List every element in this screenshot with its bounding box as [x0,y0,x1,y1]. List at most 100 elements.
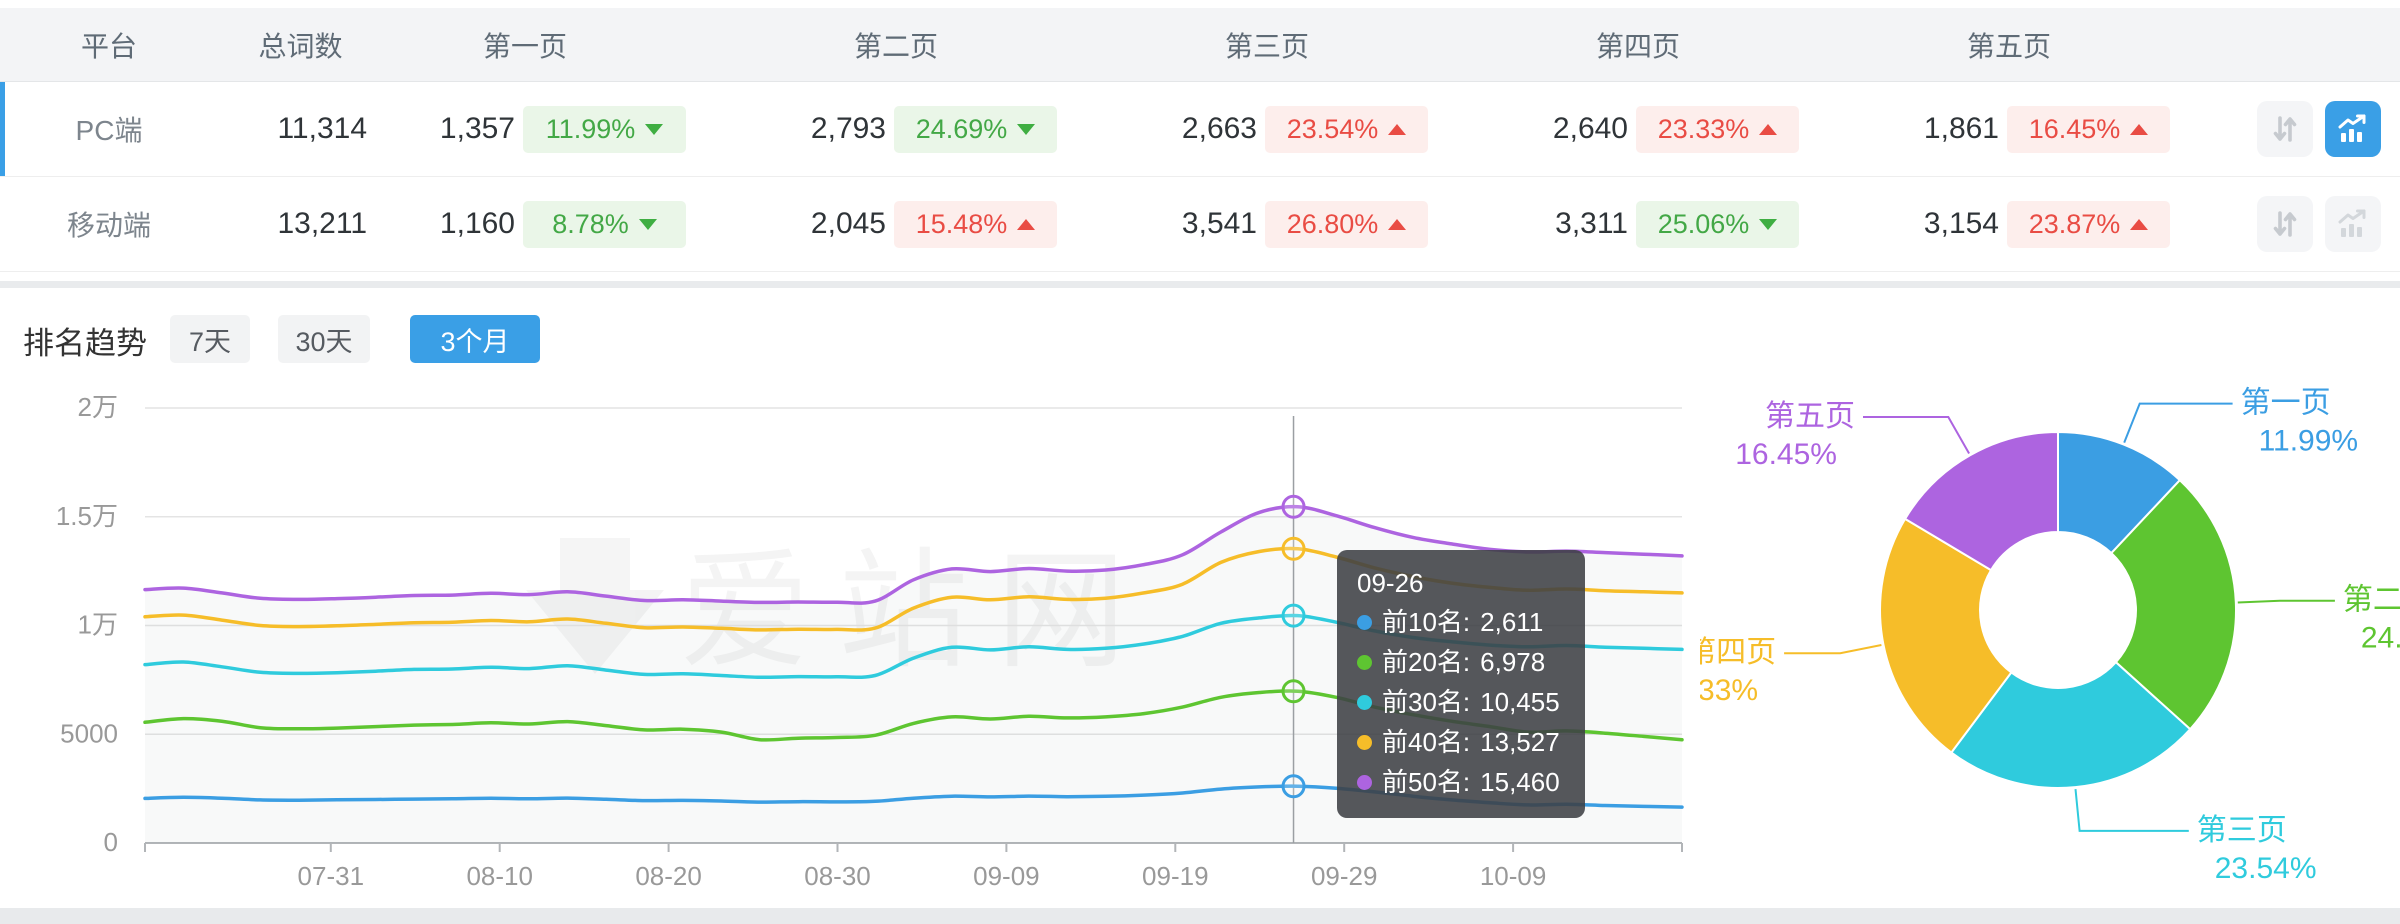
page-count: 3,541 [1181,207,1257,240]
series-dot-icon [1357,734,1372,750]
page-change-badge: 11.99% [523,105,686,153]
sort-button[interactable] [2257,196,2313,252]
tooltip-label: 前30名: [1382,687,1471,717]
trend-chart-button[interactable] [2325,196,2381,252]
hover-marker-2 [1281,603,1306,628]
page5-cell: 1,861 16.45% [1867,105,2238,153]
tooltip-value: 13,527 [1480,727,1560,757]
page-change-pct: 23.54% [1286,113,1379,144]
platform-label: 移动端 [66,210,151,241]
watermark-text: 爱站网 [680,538,1154,684]
page-count: 1,861 [1923,112,1999,145]
donut-slice-percent: 16.45% [1735,438,1837,471]
tooltip-row: 前10名: 2,611 [1357,602,1565,642]
page-change-pct: 16.45% [2028,113,2121,144]
page1-cell: 1,357 11.99% [383,105,754,153]
x-axis-label: 09-19 [1142,861,1209,891]
x-axis-label: 08-10 [466,861,533,891]
y-axis-label: 2万 [78,392,118,422]
donut-slice-percent: 24.69% [2361,622,2400,655]
sort-button[interactable] [2257,101,2313,157]
trend-chart-button[interactable] [2325,101,2381,157]
page-change-badge: 8.78% [523,200,686,248]
donut-slice-0[interactable] [2057,430,2182,555]
table-row-mobile[interactable]: 移动端 13,211 1,160 8.78% 2,045 15.48% 3,54… [0,177,2400,272]
tooltip-label: 前50名: [1382,767,1471,797]
donut-slice-label: 第三页 [2197,814,2287,847]
col-header-page3: 第三页 [1225,30,1310,62]
trend-arrow-icon [1759,218,1778,230]
page-change-pct: 25.06% [1657,208,1750,239]
y-axis-label: 5000 [60,718,118,748]
donut-slice-3[interactable] [1879,517,2013,754]
donut-slice-percent: 23.54% [2215,852,2317,885]
donut-slice-label: 第二页 [2343,584,2400,617]
trend-chart-icon [2338,209,2366,237]
tooltip-value: 10,455 [1480,687,1560,717]
col-header-page1: 第一页 [483,30,568,62]
trend-arrow-icon [1388,123,1407,135]
chart-tooltip: 09-26 前10名: 2,611 前20名: 6,978 前30名: 10,4… [1337,550,1585,818]
col-header-platform: 平台 [80,30,137,62]
platform-label: PC端 [75,115,143,146]
row-actions [2238,196,2400,252]
tab-30days[interactable]: 30天 [278,315,370,363]
page-change-badge: 23.33% [1636,105,1799,153]
donut-label-leader [2123,402,2233,443]
donut-label-leader [1784,644,1882,655]
row-actions [2238,101,2400,157]
x-axis-label: 09-09 [973,861,1040,891]
trend-arrow-icon [638,218,657,230]
donut-label-leader [2237,599,2335,604]
series-area-fill [145,506,1682,843]
total-words-value: 13,211 [277,207,367,240]
tooltip-value: 2,611 [1480,607,1544,637]
page-change-pct: 11.99% [545,113,636,144]
ranking-trend-line-chart[interactable]: 爱站网 0 5000 1万 1.5万 2万 07-31 08-10 08-20 08-30 09-0… [0,288,1750,908]
sort-arrows-icon [2273,116,2297,142]
x-axis-label: 09-29 [1311,861,1378,891]
y-axis-label: 0 [104,827,118,857]
trend-arrow-icon [1017,123,1036,135]
donut-slice-percent: 23.33% [1700,674,1758,707]
x-axis-label: 08-30 [804,861,871,891]
page-change-pct: 24.69% [915,113,1008,144]
total-words-value: 11,314 [277,112,367,145]
page-distribution-donut-chart[interactable]: 第一页 11.99% 第二页 24.69% 第三页 23.54% 第四页 23.33% 第五页 1… [1700,288,2400,908]
donut-label-leader [1863,416,1970,454]
page-change-pct: 23.33% [1657,113,1750,144]
trend-arrow-icon [2130,218,2149,230]
series-line-4[interactable] [143,504,1684,605]
tooltip-row: 前20名: 6,978 [1357,642,1565,682]
tooltip-row: 前40名: 13,527 [1357,722,1565,762]
trend-arrow-icon [645,123,664,135]
hover-marker-0 [1281,774,1306,799]
page-change-badge: 15.48% [894,200,1057,248]
page2-cell: 2,793 24.69% [754,105,1125,153]
donut-slice-2[interactable] [1949,660,2192,789]
page-count: 2,663 [1181,112,1257,145]
donut-slice-4[interactable] [1903,430,2059,572]
tab-7days[interactable]: 7天 [170,315,250,363]
selected-row-indicator [0,82,5,176]
series-dot-icon [1357,614,1372,630]
page-count: 3,311 [1555,207,1628,240]
page4-cell: 3,311 25.06% [1496,200,1867,248]
page-count: 2,045 [810,207,886,240]
col-header-total-words: 总词数 [258,30,343,62]
page3-cell: 3,541 26.80% [1125,200,1496,248]
page-count: 2,640 [1552,112,1628,145]
page-change-pct: 8.78% [552,208,629,239]
x-axis-label: 07-31 [298,861,365,891]
x-axis-label: 08-20 [635,861,702,891]
donut-slice-1[interactable] [2109,478,2237,731]
page-change-badge: 24.69% [894,105,1057,153]
page-change-badge: 23.87% [2007,200,2170,248]
tooltip-label: 前20名: [1382,647,1471,677]
tab-3months[interactable]: 3个月 [410,315,540,363]
page-count: 2,793 [810,112,886,145]
tooltip-row: 前30名: 10,455 [1357,682,1565,722]
y-axis-label: 1.5万 [56,501,118,531]
table-row-pc[interactable]: PC端 11,314 1,357 11.99% 2,793 24.69% 2,6… [0,82,2400,177]
page4-cell: 2,640 23.33% [1496,105,1867,153]
